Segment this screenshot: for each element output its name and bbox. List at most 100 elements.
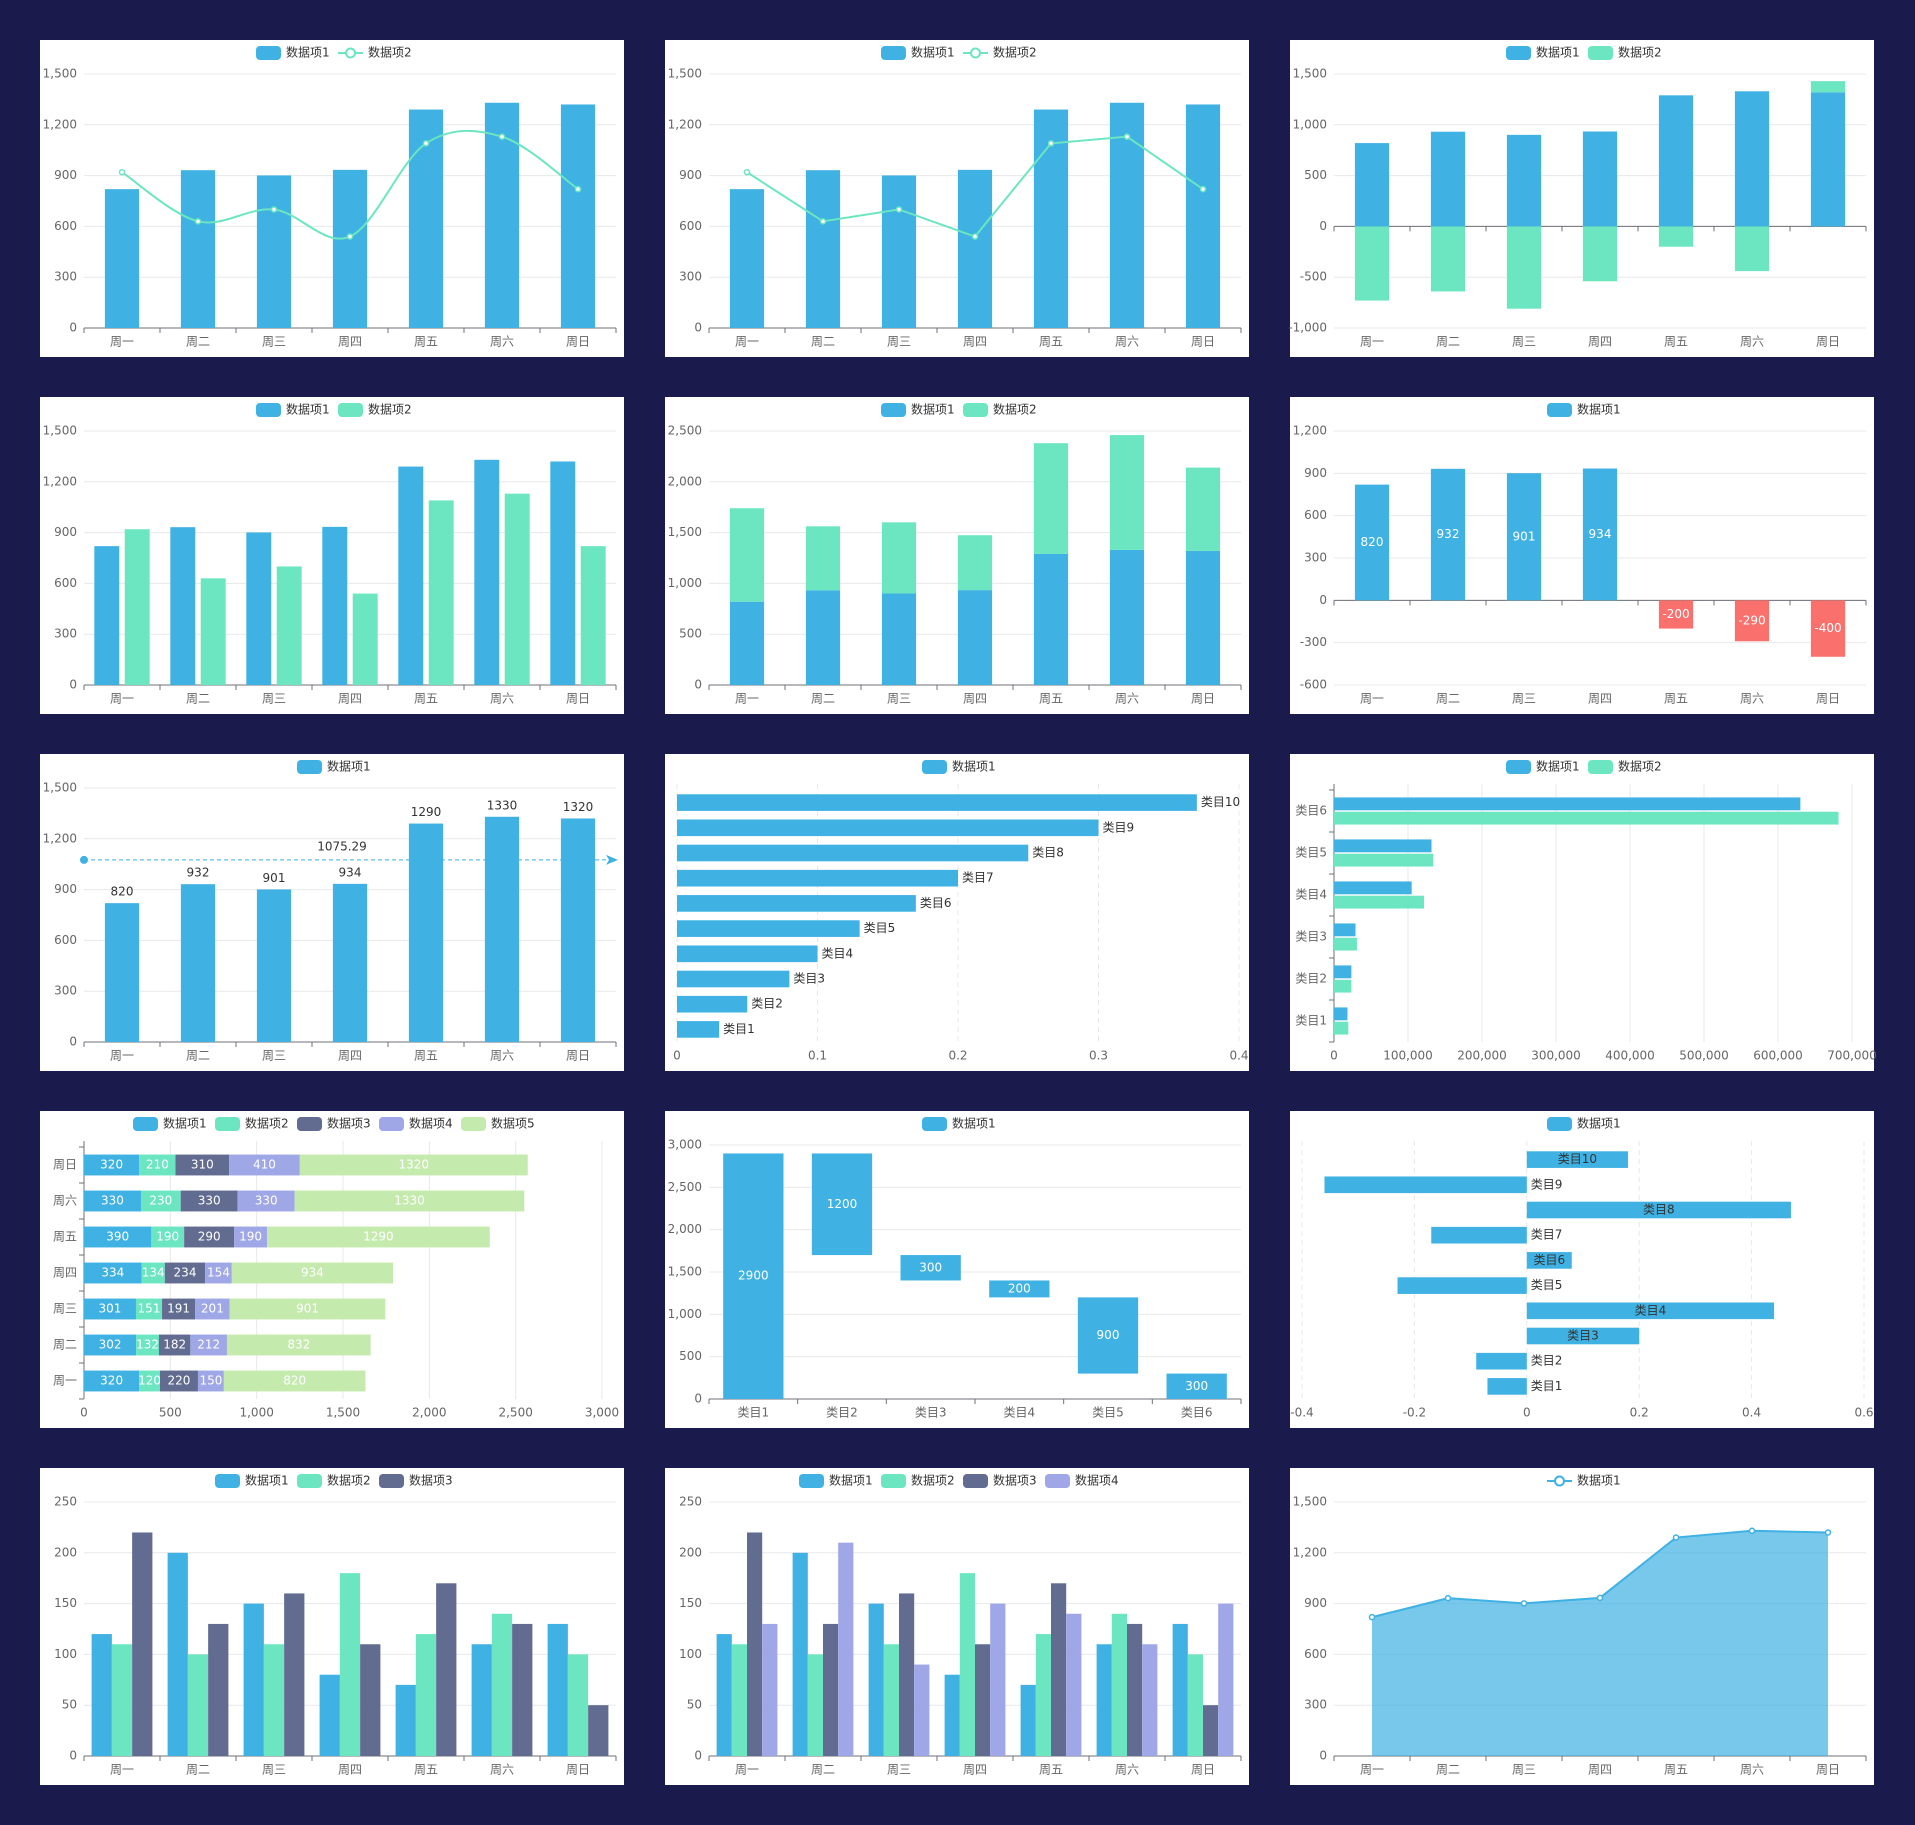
legend-label[interactable]: 数据项1 [829, 1473, 873, 1488]
legend-label[interactable]: 数据项3 [409, 1473, 453, 1488]
legend-label[interactable]: 数据项1 [163, 1116, 207, 1131]
x-tick-label: 0.6 [1854, 1406, 1873, 1420]
legend-label[interactable]: 数据项3 [327, 1116, 371, 1131]
legend-label[interactable]: 数据项2 [327, 1473, 371, 1488]
legend-label[interactable]: 数据项1 [1577, 1473, 1621, 1488]
legend-swatch[interactable] [133, 1117, 158, 1131]
legend-swatch[interactable] [922, 760, 947, 774]
bar [1506, 226, 1542, 309]
legend-swatch[interactable] [297, 1117, 322, 1131]
chart-panel: 数据项1 0 300 600 900 1,200 1,500 周一 周二 周三 周四 周五 周六 周日 [1290, 1468, 1874, 1785]
legend-swatch[interactable] [799, 1474, 824, 1488]
legend-swatch[interactable] [963, 403, 988, 417]
legend-label[interactable]: 数据项1 [952, 759, 996, 774]
bar-value-label: 1290 [411, 805, 442, 819]
legend-label[interactable]: 数据项1 [952, 1116, 996, 1131]
bar [1142, 1644, 1158, 1756]
y-tick-label: 1,500 [43, 424, 77, 438]
legend-swatch[interactable] [970, 47, 981, 59]
bar [1185, 104, 1221, 328]
legend-label[interactable]: 数据项1 [327, 759, 371, 774]
legend-swatch[interactable] [881, 1474, 906, 1488]
chart-panel: 数据项1 -0.4 -0.2 0 0.2 0.4 0.6 类目1 类目2 类目3 类目4 类目5 类目6… [1290, 1111, 1874, 1428]
legend-label[interactable]: 数据项5 [491, 1116, 535, 1131]
legend-swatch[interactable] [1045, 1474, 1070, 1488]
legend-swatch[interactable] [1547, 403, 1572, 417]
legend-label[interactable]: 数据项1 [911, 402, 955, 417]
legend-label[interactable]: 数据项1 [1577, 402, 1621, 417]
bar [234, 1226, 268, 1248]
legend-label[interactable]: 数据项1 [1536, 759, 1580, 774]
legend-swatch[interactable] [345, 47, 356, 59]
legend-label[interactable]: 数据项3 [993, 1473, 1037, 1488]
legend-swatch[interactable] [461, 1117, 486, 1131]
bar [158, 1334, 191, 1356]
y-tick-label: 600 [54, 933, 77, 947]
legend-label[interactable]: 数据项1 [286, 45, 330, 60]
legend-label[interactable]: 数据项2 [993, 45, 1037, 60]
legend-swatch[interactable] [881, 403, 906, 417]
x-tick-label: 周三 [262, 1049, 286, 1063]
bar-value-label: 220 [168, 1374, 191, 1388]
legend-swatch[interactable] [297, 760, 322, 774]
legend-swatch[interactable] [1506, 760, 1531, 774]
legend-swatch[interactable] [338, 403, 363, 417]
legend-label[interactable]: 数据项2 [1618, 759, 1662, 774]
legend-swatch[interactable] [881, 46, 906, 60]
legend-swatch[interactable] [1547, 1117, 1572, 1131]
bar [838, 1542, 854, 1756]
bar [504, 493, 530, 685]
legend-label[interactable]: 数据项2 [993, 402, 1037, 417]
y-tick-label: 300 [1304, 551, 1327, 565]
legend-label[interactable]: 数据项4 [409, 1116, 453, 1131]
legend-swatch[interactable] [963, 1474, 988, 1488]
legend-label[interactable]: 数据项2 [368, 402, 412, 417]
legend-label[interactable]: 数据项2 [368, 45, 412, 60]
legend-swatch[interactable] [297, 1474, 322, 1488]
legend-label[interactable]: 数据项1 [245, 1473, 289, 1488]
legend-swatch[interactable] [256, 403, 281, 417]
bar [1109, 435, 1145, 550]
x-tick-label: 类目2 [826, 1406, 858, 1420]
bar [1111, 1613, 1127, 1756]
legend-label[interactable]: 数据项2 [245, 1116, 289, 1131]
legend-swatch[interactable] [379, 1117, 404, 1131]
legend-label[interactable]: 数据项2 [911, 1473, 955, 1488]
bar [1526, 1252, 1572, 1269]
legend-label[interactable]: 数据项1 [911, 45, 955, 60]
bar-value-label: 1290 [363, 1230, 394, 1244]
bar [900, 1255, 961, 1281]
bar-value-label: 410 [253, 1158, 276, 1172]
chart-panel: 数据项1 0 500 1,000 1,500 2,000 2,500 3,000 类目1 类目2 类… [665, 1111, 1249, 1428]
bar-value-label: 320 [100, 1158, 123, 1172]
legend-swatch[interactable] [1506, 46, 1531, 60]
x-tick-label: 500 [159, 1406, 182, 1420]
legend-label[interactable]: 数据项1 [1577, 1116, 1621, 1131]
legend-swatch[interactable] [215, 1474, 240, 1488]
legend-swatch[interactable] [256, 46, 281, 60]
legend-label[interactable]: 数据项1 [1536, 45, 1580, 60]
category-label: 类目8 [1643, 1203, 1675, 1217]
legend-swatch[interactable] [1554, 1475, 1565, 1487]
line-point [422, 140, 430, 147]
y-tick-label: 2,000 [668, 1222, 702, 1236]
category-label: 类目1 [1531, 1379, 1563, 1393]
y-tick-label: 500 [1304, 168, 1327, 182]
legend-label[interactable]: 数据项1 [286, 402, 330, 417]
y-tick-label: 300 [54, 627, 77, 641]
legend-label[interactable]: 数据项4 [1075, 1473, 1119, 1488]
legend-label[interactable]: 数据项2 [1618, 45, 1662, 60]
bar [284, 1593, 305, 1756]
x-tick-label: 类目1 [738, 1406, 770, 1420]
x-tick-label: 周日 [566, 1763, 590, 1777]
x-tick-label: 周五 [414, 1049, 438, 1063]
line-point [1824, 1529, 1832, 1536]
x-tick-label: 周二 [811, 1763, 835, 1777]
legend-swatch[interactable] [1588, 760, 1613, 774]
bar [677, 945, 818, 963]
legend-swatch[interactable] [1588, 46, 1613, 60]
legend-swatch[interactable] [379, 1474, 404, 1488]
x-tick-label: 周五 [1039, 1763, 1063, 1777]
legend-swatch[interactable] [922, 1117, 947, 1131]
legend-swatch[interactable] [215, 1117, 240, 1131]
